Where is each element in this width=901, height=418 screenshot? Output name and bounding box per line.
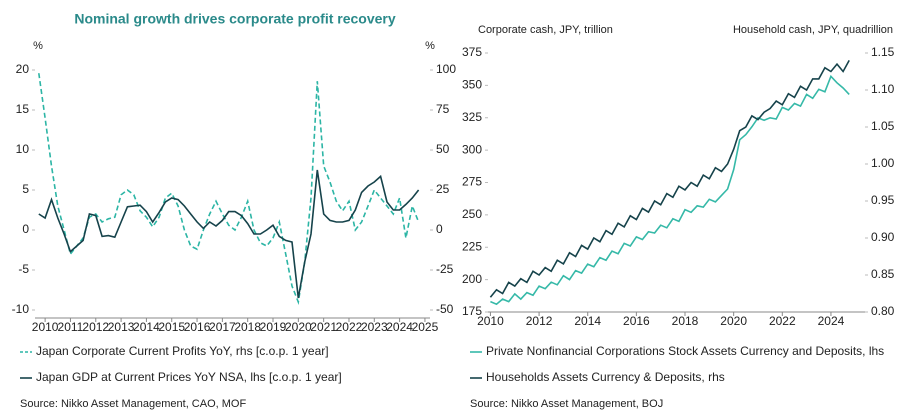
x-tick-label: 2013 [108,320,135,334]
y-tick-label: 350 [462,78,482,92]
y2-tick-label: 0.90 [871,230,895,244]
y-tick-label: -10 [12,302,30,316]
y-tick-label: 300 [462,142,482,156]
y-tick-label: 375 [462,45,482,59]
series-line [38,169,420,299]
source: Source: Nikko Asset Management, CAO, MOF [20,398,246,410]
y2-tick-label: 50 [436,142,450,156]
y-tick-label: 175 [462,304,482,318]
y2-axis-label: % [425,40,435,52]
x-tick-label: 2022 [769,314,796,328]
x-tick-label: 2023 [361,320,388,334]
legend-label: Japan Corporate Current Profits YoY, rhs… [36,344,329,358]
x-tick-label: 2017 [209,320,236,334]
x-tick-label: 2018 [672,314,699,328]
x-tick-label: 2020 [720,314,747,328]
x-tick-label: 2021 [310,320,337,334]
y-axis-label: % [33,40,43,52]
y-tick-label: 10 [16,142,30,156]
y-tick-label: 275 [462,175,482,189]
x-tick-label: 2024 [386,320,413,334]
x-tick-label: 2020 [285,320,312,334]
y-tick-label: 20 [16,62,30,76]
x-tick-label: 2014 [133,320,160,334]
legend-label: Private Nonfinancial Corporations Stock … [486,344,884,358]
x-tick-label: 2011 [58,320,84,334]
y2-tick-label: 1.05 [871,119,895,133]
y2-tick-label: -50 [436,302,454,316]
y2-tick-label: 0 [436,222,443,236]
x-tick-label: 2024 [818,314,845,328]
y2-tick-label: 75 [436,102,450,116]
y-tick-label: 15 [16,102,30,116]
y-tick-label: 0 [22,222,29,236]
x-tick-label: 2022 [336,320,363,334]
x-tick-label: 2025 [412,320,439,334]
y2-tick-label: -25 [436,262,454,276]
x-tick-label: 2012 [526,314,553,328]
series-line [489,60,850,298]
x-tick-label: 2010 [477,314,504,328]
y-tick-label: 225 [462,239,482,253]
series-line [38,73,420,306]
y-tick-label: 200 [462,272,482,286]
y2-axis-label: Household cash, JPY, quadrillion [733,24,893,36]
source: Source: Nikko Asset Management, BOJ [470,398,663,410]
y-tick-label: -5 [18,262,29,276]
y2-tick-label: 1.15 [871,45,895,59]
legend-label: Households Assets Currency & Deposits, r… [486,370,725,384]
legend-label: Japan GDP at Current Prices YoY NSA, lhs… [36,370,342,384]
x-tick-label: 2019 [260,320,287,334]
y2-tick-label: 1.00 [871,156,895,170]
x-tick-label: 2010 [32,320,59,334]
x-tick-label: 2014 [574,314,601,328]
y2-tick-label: 0.80 [871,304,895,318]
x-tick-label: 2016 [184,320,211,334]
x-tick-label: 2018 [234,320,261,334]
y2-tick-label: 100 [436,62,456,76]
chart-title: Nominal growth drives corporate profit r… [74,11,396,27]
y2-tick-label: 1.10 [871,82,895,96]
series-line [490,74,850,306]
y2-tick-label: 25 [436,182,450,196]
x-tick-label: 2012 [82,320,109,334]
y2-tick-label: 0.85 [871,267,895,281]
x-tick-label: 2016 [623,314,650,328]
y-tick-label: 5 [22,182,29,196]
y-tick-label: 325 [462,110,482,124]
y-tick-label: 250 [462,207,482,221]
x-tick-label: 2015 [158,320,185,334]
y-axis-label: Corporate cash, JPY, trillion [478,24,613,36]
y2-tick-label: 0.95 [871,193,895,207]
